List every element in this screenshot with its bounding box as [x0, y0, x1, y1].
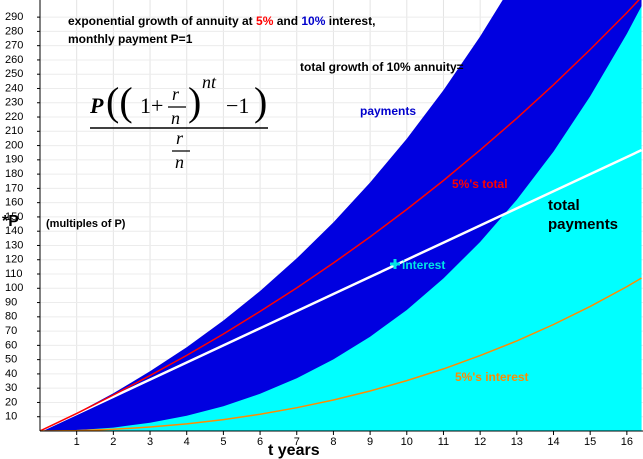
y-axis-label: *P	[2, 213, 19, 230]
x-tick-label: 16	[621, 436, 633, 448]
line	[40, 148, 643, 431]
title-part: interest,	[325, 14, 375, 28]
y-tick-label: 40	[5, 368, 17, 380]
formula: P (( 1+ r n ) nt −1 ) r n	[89, 72, 268, 172]
x-tick-label: 3	[147, 436, 153, 448]
annotation: interest	[402, 258, 445, 272]
y-tick-label: 30	[5, 382, 17, 394]
formula-text: 1+	[140, 93, 163, 118]
y-axis-note: (multiples of P)	[46, 218, 126, 230]
chart-title: exponential growth of annuity at 5% and …	[68, 14, 375, 28]
y-tick-label: 250	[5, 68, 23, 80]
y-tick-label: 290	[5, 11, 23, 23]
formula-text: r	[172, 84, 180, 104]
x-tick-label: 1	[74, 436, 80, 448]
formula-paren: ((	[106, 79, 133, 124]
area	[40, 6, 642, 431]
y-tick-label: 20	[5, 396, 17, 408]
x-tick-label: 15	[584, 436, 596, 448]
y-tick-label: 60	[5, 339, 17, 351]
y-tick-label: 190	[5, 154, 23, 166]
x-tick-label: 9	[367, 436, 373, 448]
y-tick-label: 70	[5, 325, 17, 337]
y-tick-label: 200	[5, 139, 23, 151]
y-tick-label: 100	[5, 282, 23, 294]
y-tick-label: 180	[5, 168, 23, 180]
marker	[390, 259, 400, 269]
chart-subtitle: monthly payment P=1	[68, 32, 193, 46]
y-tick-label: 130	[5, 239, 23, 251]
x-tick-label: 12	[474, 436, 486, 448]
y-tick-label: 140	[5, 225, 23, 237]
y-tick-label: 50	[5, 354, 17, 366]
y-tick-label: 150	[5, 211, 23, 223]
y-tick-label: 220	[5, 111, 23, 123]
y-tick-label: 160	[5, 197, 23, 209]
y-tick-label: 170	[5, 182, 23, 194]
annotation: total growth of 10% annuity=	[300, 60, 464, 74]
annotation: 5%'s total	[452, 177, 508, 191]
line	[40, 277, 642, 431]
formula-paren: )	[188, 79, 201, 124]
x-tick-label: 4	[184, 436, 190, 448]
formula-text: n	[175, 152, 184, 172]
y-tick-label: 10	[5, 411, 17, 423]
line	[40, 0, 640, 431]
formula-p: P	[89, 93, 104, 118]
x-tick-label: 6	[257, 436, 263, 448]
annotation: payments	[360, 104, 416, 118]
y-tick-label: 280	[5, 25, 23, 37]
annotation: payments	[548, 216, 618, 233]
y-tick-label: 240	[5, 82, 23, 94]
formula-text: nt	[202, 72, 217, 92]
plot-area	[40, 0, 643, 431]
overlay: 1 2 3 4 5 6 7 8 9 10 11 12 13 14 15 1610203040506070809…	[5, 0, 643, 448]
x-tick-label: 10	[401, 436, 413, 448]
x-tick-label: 7	[294, 436, 300, 448]
annotation: total	[548, 197, 580, 214]
y-tick-label: 90	[5, 296, 17, 308]
y-tick-label: 270	[5, 40, 23, 52]
formula-text: −1	[226, 93, 249, 118]
y-tick-label: 80	[5, 311, 17, 323]
y-tick-label: 120	[5, 254, 23, 266]
x-axis-label: t years	[268, 442, 320, 459]
formula-text: r	[176, 128, 184, 148]
formula-text: n	[171, 108, 180, 128]
title-part: exponential growth of annuity at	[68, 14, 256, 28]
x-tick-label: 13	[511, 436, 523, 448]
title-part: and	[273, 14, 301, 28]
y-tick-label: 210	[5, 125, 23, 137]
x-tick-label: 11	[438, 436, 449, 448]
title-part: 5%	[256, 14, 274, 28]
x-tick-label: 2	[110, 436, 116, 448]
x-tick-label: 8	[330, 436, 336, 448]
title-part: 10%	[301, 14, 325, 28]
formula-paren: )	[254, 79, 267, 124]
x-tick-label: 14	[547, 436, 559, 448]
y-tick-label: 110	[5, 268, 23, 280]
y-tick-label: 260	[5, 54, 23, 66]
annotation: 5%'s interest	[455, 370, 529, 384]
y-tick-label: 230	[5, 97, 23, 109]
x-tick-label: 5	[220, 436, 226, 448]
